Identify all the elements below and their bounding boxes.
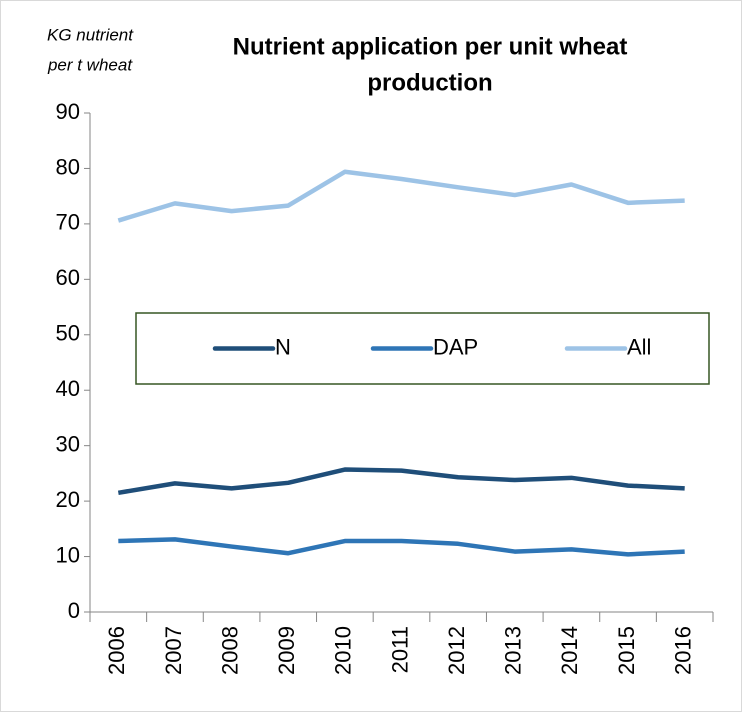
legend-label: All bbox=[627, 334, 651, 359]
y-tick-label: 0 bbox=[68, 598, 80, 623]
legend-label: N bbox=[275, 334, 291, 359]
y-tick-label: 80 bbox=[56, 154, 80, 179]
x-tick-label: 2010 bbox=[331, 626, 356, 675]
x-tick-label: 2007 bbox=[161, 626, 186, 675]
y-tick-label: 40 bbox=[56, 376, 80, 401]
legend-label: DAP bbox=[433, 334, 478, 359]
y-tick-label: 20 bbox=[56, 487, 80, 512]
y-tick-label: 30 bbox=[56, 431, 80, 456]
x-tick-label: 2006 bbox=[104, 626, 129, 675]
x-tick-label: 2016 bbox=[670, 626, 695, 675]
x-tick-label: 2008 bbox=[217, 626, 242, 675]
y-tick-label: 60 bbox=[56, 265, 80, 290]
y-tick-label: 70 bbox=[56, 210, 80, 235]
x-tick-label: 2012 bbox=[444, 626, 469, 675]
series-line bbox=[118, 537, 685, 557]
y-tick-label: 50 bbox=[56, 321, 80, 346]
y-axis-label: KG nutrient bbox=[47, 25, 134, 44]
chart-title: production bbox=[367, 69, 492, 96]
x-tick-label: 2014 bbox=[557, 626, 582, 675]
series-line bbox=[117, 169, 685, 223]
y-axis-label: per t wheat bbox=[47, 55, 133, 74]
x-tick-label: 2013 bbox=[501, 626, 526, 675]
chart-title: Nutrient application per unit wheat bbox=[233, 33, 628, 60]
x-tick-label: 2011 bbox=[387, 626, 412, 673]
y-tick-label: 10 bbox=[56, 542, 80, 567]
x-tick-label: 2015 bbox=[614, 626, 639, 675]
y-tick-label: 90 bbox=[56, 99, 80, 124]
x-tick-label: 2009 bbox=[274, 626, 299, 675]
series-line bbox=[117, 467, 685, 496]
